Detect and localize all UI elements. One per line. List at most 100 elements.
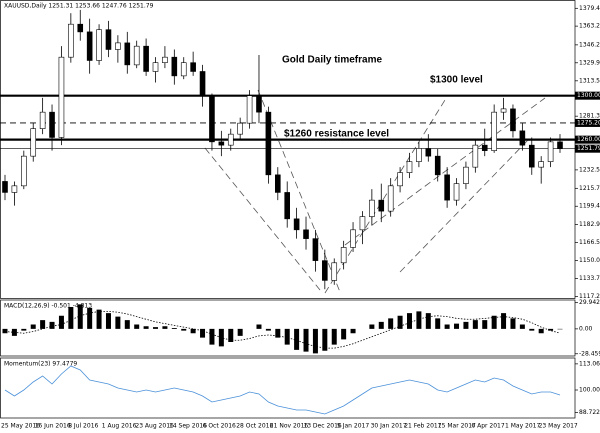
level-tag <box>575 144 600 153</box>
y-tick-label: 1133.75 <box>579 275 600 282</box>
y-tick-label: 1166.5 <box>579 239 600 246</box>
level-label: 1260.00 <box>577 136 600 143</box>
candle-body <box>21 155 27 187</box>
y-tick-label: 1215.75 <box>579 185 600 192</box>
macd-bar <box>322 328 328 351</box>
candle-body <box>369 199 375 217</box>
macd-bar <box>312 328 318 354</box>
y-tick-label: 1150.05 <box>579 257 600 264</box>
macd-bar <box>369 324 375 329</box>
candle-body <box>406 161 413 173</box>
candle-body <box>472 144 479 168</box>
macd-bar <box>105 313 111 329</box>
candle-body <box>434 155 441 176</box>
candle-body <box>322 260 328 281</box>
y-tick-label: 29.942 <box>579 299 600 306</box>
candle-body <box>340 247 347 264</box>
candle-body <box>510 108 516 132</box>
x-tick-label: 8 Jul 2016 <box>68 423 98 430</box>
x-tick-label: 14 Sep 2016 <box>169 423 207 430</box>
candle-body <box>265 111 272 176</box>
candle-body <box>547 141 554 162</box>
x-tick-label: 28 Oct 2016 <box>236 423 273 430</box>
x-tick-label: 23 May 2017 <box>539 423 578 430</box>
macd-bar <box>397 315 403 329</box>
x-tick-label: 21 Nov 2016 <box>270 423 309 430</box>
candle-body <box>387 185 394 212</box>
candle-body <box>350 229 356 248</box>
x-tick-label: 1 May 2017 <box>505 423 540 430</box>
level-label: 1300.00 <box>577 92 600 99</box>
macd-bar <box>482 320 488 329</box>
y-tick-label: 1281.35 <box>579 113 600 120</box>
candle-body <box>86 31 93 61</box>
x-tick-label: 21 Feb 2017 <box>404 423 442 430</box>
candle-body <box>425 148 432 157</box>
candle-body <box>77 23 84 33</box>
candle-body <box>463 166 469 184</box>
x-tick-label: 25 May 2016 <box>1 423 40 430</box>
macd-bar <box>162 326 168 329</box>
x-tick-label: 16 Jun 2016 <box>35 423 71 430</box>
momentum-pane <box>0 357 576 419</box>
candle-body <box>538 161 544 168</box>
x-tick-label: 6 Oct 2016 <box>203 423 236 430</box>
candle-body <box>491 111 497 151</box>
candle-body <box>115 42 121 50</box>
macd-bar <box>416 311 422 329</box>
candle-body <box>237 122 243 135</box>
candle-body <box>49 111 55 138</box>
macd-bar <box>77 304 83 329</box>
macd-bar <box>181 328 187 331</box>
macd-bar <box>200 328 206 338</box>
macd-bar <box>510 318 516 329</box>
macd-title: MACD(12,26,9) -0.501 -4.813 <box>4 303 92 310</box>
level-tag <box>575 118 600 127</box>
y-tick-label: 1346.2 <box>579 41 600 48</box>
macd-bar <box>153 327 159 329</box>
macd-bar <box>425 313 431 329</box>
macd-bar <box>378 321 384 329</box>
trendline <box>257 89 341 293</box>
y-tick-label: 100.00 <box>579 387 600 394</box>
candle-body <box>11 185 18 193</box>
macd-bar <box>96 309 102 329</box>
candle-body <box>528 144 535 168</box>
y-tick-label: 88.7224 <box>579 409 600 416</box>
y-tick-label: 1313.5 <box>579 77 600 84</box>
y-tick-label: 0.00 <box>579 325 593 332</box>
annotation: Gold Daily timeframe <box>282 55 382 66</box>
macd-bar <box>256 324 262 329</box>
y-tick-label: 1117.25 <box>579 293 600 300</box>
candle-body <box>227 133 234 146</box>
candle-body <box>481 144 488 151</box>
candle-body <box>68 23 74 58</box>
x-tick-label: 5 Jan 2017 <box>337 423 369 430</box>
candle-body <box>124 42 131 66</box>
candle-body <box>96 29 102 61</box>
macd-bar <box>228 328 234 342</box>
macd-bar <box>30 324 36 329</box>
macd-bar <box>435 318 441 329</box>
macd-bar <box>21 328 27 331</box>
macd-bar <box>444 324 450 329</box>
candle-body <box>30 128 37 157</box>
candle-body <box>453 183 460 201</box>
x-tick-label: 1 Aug 2016 <box>102 423 137 430</box>
level-label: 1275.20 <box>577 119 600 126</box>
candle-body <box>557 141 563 149</box>
macd-bar <box>388 318 394 329</box>
candle-body <box>293 218 300 231</box>
macd-bar <box>331 328 337 345</box>
y-tick-label: -28.459 <box>579 350 600 357</box>
trendline <box>344 97 546 246</box>
candle-body <box>274 174 281 193</box>
macd-bar <box>463 321 469 329</box>
chart-title: XAUUSD,Daily 1251.31 1253.66 1247.76 125… <box>4 3 154 10</box>
candle-body <box>312 238 319 261</box>
level-tag <box>575 91 600 100</box>
macd-bar <box>2 328 8 334</box>
candle-body <box>303 229 309 239</box>
macd-bar <box>548 328 554 331</box>
